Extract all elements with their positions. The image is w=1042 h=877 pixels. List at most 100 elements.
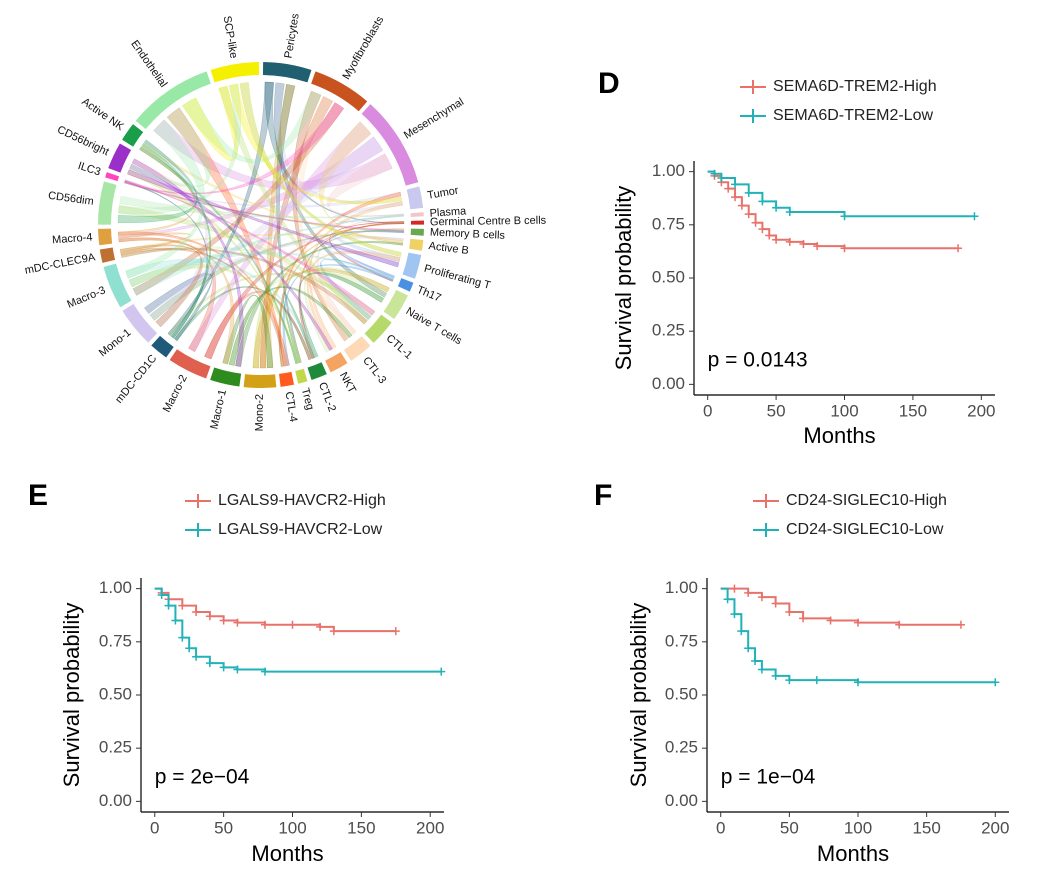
chord-sector [295, 368, 308, 384]
censor-mark [192, 652, 201, 661]
censor-mark [785, 676, 794, 685]
chord-ribbon [144, 273, 213, 342]
chord-sector [311, 71, 368, 112]
censor-mark [731, 180, 740, 189]
chord-ribbon [143, 139, 208, 328]
sector-label: Treg [299, 387, 316, 412]
sector-label: SCP-like [221, 15, 240, 59]
chord-sector [122, 124, 144, 147]
chord-sector [406, 186, 424, 210]
sector-label: Pericytes [283, 12, 302, 59]
survival-curve [154, 587, 442, 673]
x-tick-label: 150 [347, 818, 375, 837]
chord-ribbon [167, 81, 274, 337]
y-tick-label: 0.50 [99, 684, 132, 703]
chord-ribbon [124, 179, 376, 316]
chord-sector [307, 362, 327, 380]
censor-mark [219, 616, 228, 625]
censor-mark [771, 599, 780, 608]
censor-mark [757, 665, 766, 674]
sector-label: Active B [428, 240, 470, 257]
chord-ribbon [118, 205, 372, 321]
x-axis-title: Months [251, 841, 323, 866]
survival-curve [707, 170, 975, 218]
censor-mark [185, 644, 194, 653]
censor-mark [288, 620, 297, 629]
chord-ribbon [118, 237, 235, 365]
chord-ribbon [204, 291, 312, 361]
chord-sector [409, 238, 424, 251]
legend-label: CD24-SIGLEC10-High [786, 492, 947, 509]
y-tick-label: 0.75 [665, 631, 698, 650]
censor-mark [785, 208, 794, 217]
chord-ribbon [182, 85, 238, 162]
chord-ribbon [264, 81, 405, 225]
chord-ribbon [141, 142, 212, 339]
chord-sector [98, 228, 113, 246]
chord-ribbon [319, 121, 404, 246]
chord-ribbon [313, 228, 405, 342]
sector-label: Myofibroblasts [340, 14, 386, 82]
censor-mark [751, 218, 760, 227]
chord-ribbon [124, 102, 345, 195]
chord-ribbon [118, 136, 384, 239]
censor-mark [751, 656, 760, 665]
x-tick-label: 0 [150, 818, 159, 837]
sector-label: NKT [337, 370, 358, 395]
chord-ribbon [265, 83, 296, 369]
censor-mark [233, 618, 242, 627]
p-value: p = 2e−04 [155, 766, 250, 789]
x-tick-label: 100 [830, 401, 858, 420]
chord-ribbon [274, 82, 403, 205]
chord-ribbon [124, 179, 402, 208]
legend-label: LGALS9-HAVCR2-High [218, 492, 386, 509]
censor-mark [329, 627, 338, 636]
chord-sector [262, 62, 312, 83]
censor-mark [737, 627, 746, 636]
legend-label: SEMA6D-TREM2-Low [773, 107, 933, 124]
censor-mark [895, 620, 904, 629]
chord-sector [105, 172, 120, 182]
censor-mark [991, 678, 1000, 687]
chord-ribbon [228, 83, 403, 205]
y-tick-label: 0.00 [99, 791, 132, 810]
x-axis-title: Months [803, 423, 875, 448]
sector-label: Macro-3 [65, 284, 107, 311]
chord-sector [279, 371, 295, 387]
chord-ribbon [182, 90, 322, 163]
censor-mark [765, 231, 774, 240]
sector-label: mDC-CD1C [113, 353, 159, 406]
chord-ribbon [282, 292, 316, 364]
sector-label: ILC3 [76, 160, 102, 179]
chord-ribbon [222, 294, 274, 369]
x-axis-title: Months [817, 841, 889, 866]
censor-mark [157, 591, 166, 600]
chord-sector [103, 263, 132, 308]
chord-ribbon [228, 286, 353, 366]
chord-ribbon [259, 95, 334, 369]
sector-label: Mono-2 [254, 394, 266, 431]
sector-label: CTL-1 [384, 332, 415, 361]
censor-mark [840, 212, 849, 221]
sector-label: CD56bright [55, 124, 110, 159]
x-tick-label: 100 [278, 818, 306, 837]
chord-ribbon [188, 121, 372, 353]
chord-sector [361, 104, 419, 186]
chord-ribbon [297, 95, 353, 339]
chord-ribbon [120, 247, 287, 367]
y-tick-label: 0.50 [665, 684, 698, 703]
censor-mark [717, 174, 726, 183]
sector-label: CTL-2 [316, 381, 338, 414]
sector-label: Macro-4 [52, 231, 93, 246]
legend-label: CD24-SIGLEC10-Low [786, 521, 944, 538]
chord-sector [122, 304, 158, 343]
censor-mark [758, 197, 767, 206]
sector-label: Active NK [79, 96, 126, 134]
chord-ribbon [124, 180, 209, 339]
censor-mark [178, 633, 187, 642]
censor-mark [744, 588, 753, 597]
y-axis-title: Survival probability [611, 186, 636, 371]
censor-mark [205, 659, 214, 668]
censor-mark [758, 225, 767, 234]
chord-sector [410, 228, 424, 236]
